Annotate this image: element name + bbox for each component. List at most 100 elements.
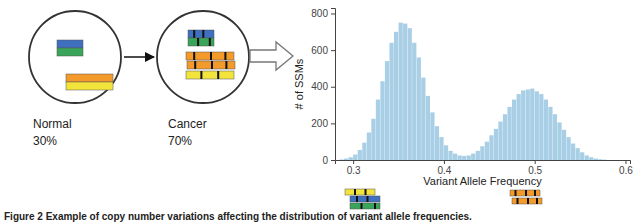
chromosome xyxy=(57,40,83,48)
bar xyxy=(417,57,421,160)
bar xyxy=(380,81,384,160)
bar xyxy=(467,155,471,160)
chromosome xyxy=(187,61,235,69)
bar xyxy=(412,43,416,160)
bar xyxy=(585,155,589,160)
bar xyxy=(589,157,593,160)
bar xyxy=(358,150,362,160)
tick: 400 xyxy=(311,81,335,92)
tick: 0.4 xyxy=(437,160,451,176)
x-axis-title: Variant Allele Frequency xyxy=(423,175,542,187)
bar xyxy=(340,159,344,160)
bar xyxy=(485,142,489,160)
genotype-icons xyxy=(345,189,542,209)
bar xyxy=(503,114,507,160)
chromosome xyxy=(186,71,234,79)
chromosome xyxy=(186,52,234,60)
bar xyxy=(521,90,525,160)
mutation xyxy=(534,190,536,196)
bar xyxy=(385,61,389,160)
axis-line xyxy=(331,9,336,161)
tick-label: 0.3 xyxy=(347,165,361,176)
chromosome-body xyxy=(57,40,83,48)
mutation xyxy=(209,38,211,46)
mutation xyxy=(515,190,517,196)
bar xyxy=(489,135,493,160)
bars xyxy=(340,23,607,160)
chromosome xyxy=(188,38,214,46)
mutation xyxy=(202,30,204,38)
bar xyxy=(394,32,398,160)
bar xyxy=(458,155,462,160)
tick: 200 xyxy=(311,118,335,129)
figure: Normal30%Cancer70%0.30.40.50.60200400600… xyxy=(0,0,640,223)
mutation xyxy=(200,71,202,79)
bar xyxy=(421,78,425,160)
tick: 800 xyxy=(311,8,335,19)
bar xyxy=(389,43,393,160)
bar xyxy=(594,159,598,160)
tick-mark xyxy=(444,160,445,164)
mutation xyxy=(536,198,538,204)
tick-label: 200 xyxy=(311,118,328,129)
bar xyxy=(371,119,375,160)
bar xyxy=(512,100,516,160)
bar xyxy=(367,133,371,160)
bar xyxy=(562,130,566,160)
chromosome-body xyxy=(188,30,214,38)
mutation xyxy=(367,196,369,202)
bar xyxy=(408,28,412,160)
tick: 0.3 xyxy=(347,160,361,176)
tick-label: 400 xyxy=(311,81,328,92)
caption: Figure 2 Example of copy number variatio… xyxy=(4,211,472,222)
cell xyxy=(29,11,121,103)
tick-mark xyxy=(625,160,626,164)
bar xyxy=(462,156,466,160)
mutation xyxy=(525,190,527,196)
chromosome-body xyxy=(187,61,235,69)
x-axis: 0.3 0.4 0.5 0.6 xyxy=(336,160,634,176)
arrow xyxy=(124,56,154,58)
bar xyxy=(376,100,380,160)
chromosome xyxy=(57,48,83,56)
bar xyxy=(476,151,480,160)
mutation xyxy=(365,189,367,195)
mutation xyxy=(356,196,358,202)
bar xyxy=(426,96,430,160)
bar xyxy=(498,122,502,160)
bar xyxy=(553,114,557,160)
bar xyxy=(403,24,407,160)
chromosome-icon xyxy=(512,198,542,204)
tick: 0.5 xyxy=(528,160,542,176)
bar xyxy=(448,151,452,160)
tick-mark xyxy=(331,50,335,51)
bar xyxy=(444,145,448,160)
bar xyxy=(576,148,580,160)
mutation xyxy=(224,52,226,60)
tick-label: 800 xyxy=(311,8,328,19)
bar xyxy=(480,146,484,160)
bar xyxy=(439,137,443,160)
chromosome-icon xyxy=(350,203,380,209)
mutation xyxy=(193,30,195,38)
bar xyxy=(530,89,534,160)
bar xyxy=(430,112,434,160)
mutation xyxy=(210,52,212,60)
bar xyxy=(399,23,403,160)
bar xyxy=(580,152,584,160)
chromosome-icon xyxy=(345,189,375,195)
chromosome xyxy=(66,82,113,90)
hollow-arrow xyxy=(250,42,293,70)
tick-mark xyxy=(535,160,536,164)
mutation xyxy=(217,71,219,79)
bar xyxy=(362,143,366,160)
tick: 0.6 xyxy=(619,160,633,176)
tick-label: 0.6 xyxy=(619,165,633,176)
cell-label: Normal xyxy=(33,117,72,131)
mutation xyxy=(354,189,356,195)
y-axis-title: # of SSMs xyxy=(293,58,305,109)
mutation xyxy=(361,203,363,209)
tick-label: 600 xyxy=(311,45,328,56)
mutation xyxy=(527,198,529,204)
chromosome-body xyxy=(57,48,83,56)
